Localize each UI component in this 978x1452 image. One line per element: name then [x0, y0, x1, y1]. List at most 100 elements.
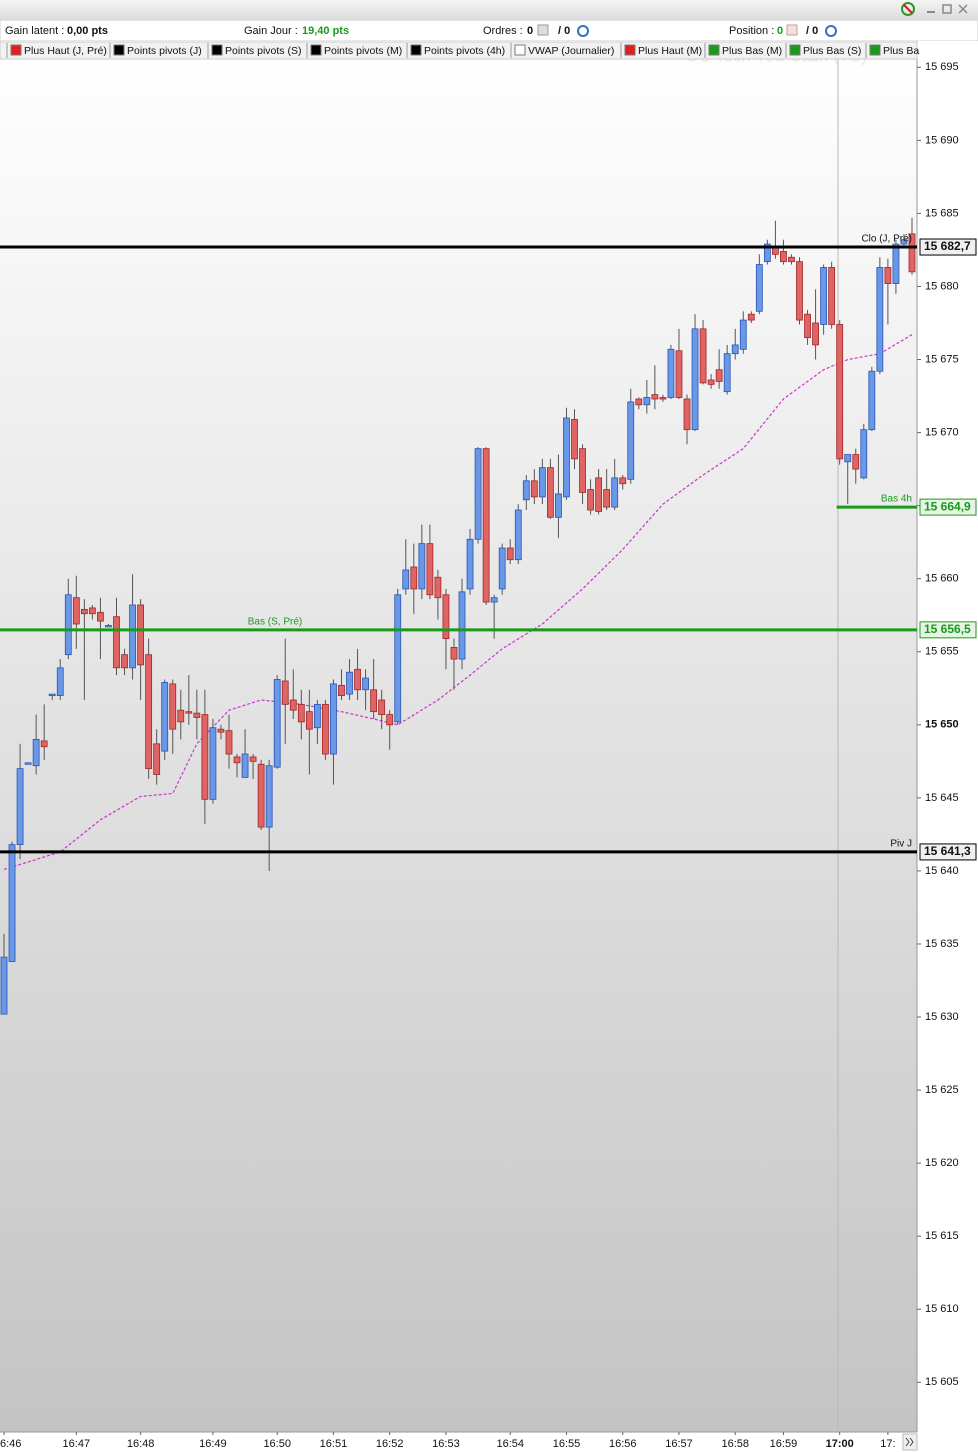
candle-body [699, 328, 707, 384]
candle-body [707, 379, 715, 385]
candle-body [201, 714, 209, 800]
x-tick-label: 17:00 [826, 1438, 854, 1450]
ordres: 0 [527, 25, 533, 37]
price-tag [919, 843, 977, 861]
legend-swatch [789, 44, 801, 56]
price-tag-label: 15 656,5 [924, 622, 971, 636]
candle-body [892, 243, 900, 284]
ordres-label: Ordres : [483, 25, 523, 37]
candle-body [265, 765, 273, 828]
candle-body [233, 756, 241, 764]
position-settings[interactable] [825, 25, 837, 37]
legend-swatch [113, 44, 125, 56]
candle-body [185, 711, 193, 714]
candle-body [121, 654, 128, 669]
gain-latent: 0,00 pts [67, 25, 108, 37]
candle-body [56, 667, 64, 696]
candle-body [169, 683, 177, 730]
candle-body [177, 709, 185, 723]
legend-label: Plus Bas (S) [803, 45, 861, 57]
candle-body [514, 509, 522, 561]
candle-body [129, 604, 136, 669]
legend-swatch [10, 44, 22, 56]
window-buttons[interactable] [901, 2, 968, 16]
candle-body [145, 654, 153, 770]
candle-body [402, 569, 410, 590]
candle-body [579, 448, 586, 493]
y-tick-label: 15 625 [925, 1084, 959, 1096]
candle-body [611, 477, 619, 508]
x-tick-label: 16:49 [199, 1438, 227, 1450]
candle-body [137, 604, 145, 666]
candle-body [651, 394, 659, 400]
x-tick-label: 16:54 [496, 1438, 524, 1450]
candle-body [844, 454, 852, 463]
price-tag-label: 15 664,9 [924, 499, 971, 513]
ordres-icon[interactable] [537, 24, 549, 36]
legend-label: Plus Bas (M) [722, 45, 782, 57]
legend-label: Plus Haut (J, Pré) [24, 45, 107, 57]
x-tick-label: 16:47 [63, 1438, 91, 1450]
legend-label: VWAP (Journalier) [528, 45, 614, 57]
candle-body [153, 743, 161, 775]
y-tick-label: 15 640 [925, 865, 959, 877]
ordres-settings[interactable] [577, 25, 589, 37]
y-tick-label: 15 635 [925, 938, 959, 950]
candle-body [482, 448, 490, 603]
candle-body [731, 344, 739, 355]
candle-body [458, 591, 466, 660]
candle-body [755, 264, 763, 312]
candle-body [289, 699, 297, 711]
price-tag-label: 15 682,7 [924, 239, 971, 253]
plot-area [0, 41, 917, 1432]
scroll-icon [905, 1437, 914, 1447]
candle-body [538, 467, 546, 498]
y-tick-label: 15 655 [925, 646, 959, 658]
candle-body [619, 477, 627, 485]
candle-body [860, 429, 868, 479]
candle-body [113, 616, 120, 669]
legend-label: Points pivots (J) [127, 45, 202, 57]
candle-body [675, 350, 683, 398]
position: 0 [777, 25, 783, 37]
position-icon[interactable] [786, 24, 798, 36]
x-tick-label: 6:46 [0, 1438, 21, 1450]
y-tick-label: 15 630 [925, 1011, 959, 1023]
candle-body [563, 417, 570, 498]
candle-body [386, 714, 394, 726]
candle-body [595, 477, 603, 512]
candle-body [780, 251, 787, 263]
candle-body [659, 397, 667, 400]
price-tag [919, 238, 977, 256]
x-tick-label: 16:58 [721, 1438, 749, 1450]
y-tick-label: 15 690 [925, 134, 959, 146]
candle-body [450, 646, 458, 660]
legend-label: Points pivots (4h) [424, 45, 505, 57]
candle-body [97, 611, 104, 622]
candle-body [410, 566, 418, 590]
candle-body [603, 489, 611, 508]
candle-body [8, 844, 16, 962]
legend-label: Plus Haut (M) [638, 45, 702, 57]
candle-body [330, 683, 337, 755]
price-tag [919, 498, 977, 516]
candle-body [225, 730, 233, 755]
candle-body [506, 547, 514, 561]
scroll-button[interactable] [902, 1433, 918, 1451]
candle-body [683, 398, 691, 431]
y-tick-label: 15 610 [925, 1303, 959, 1315]
candle-body [354, 668, 361, 691]
x-tick-label: 16:55 [553, 1438, 581, 1450]
candle-body [547, 467, 554, 518]
candle-body [763, 243, 771, 263]
y-tick-label: 15 645 [925, 792, 959, 804]
price-tag [919, 621, 977, 639]
candle-body [209, 727, 217, 800]
candle-body [643, 397, 651, 406]
candle-body [394, 594, 402, 723]
y-tick-label: 15 620 [925, 1157, 959, 1169]
x-tick-label: 16:48 [127, 1438, 155, 1450]
candle-body [281, 680, 289, 705]
